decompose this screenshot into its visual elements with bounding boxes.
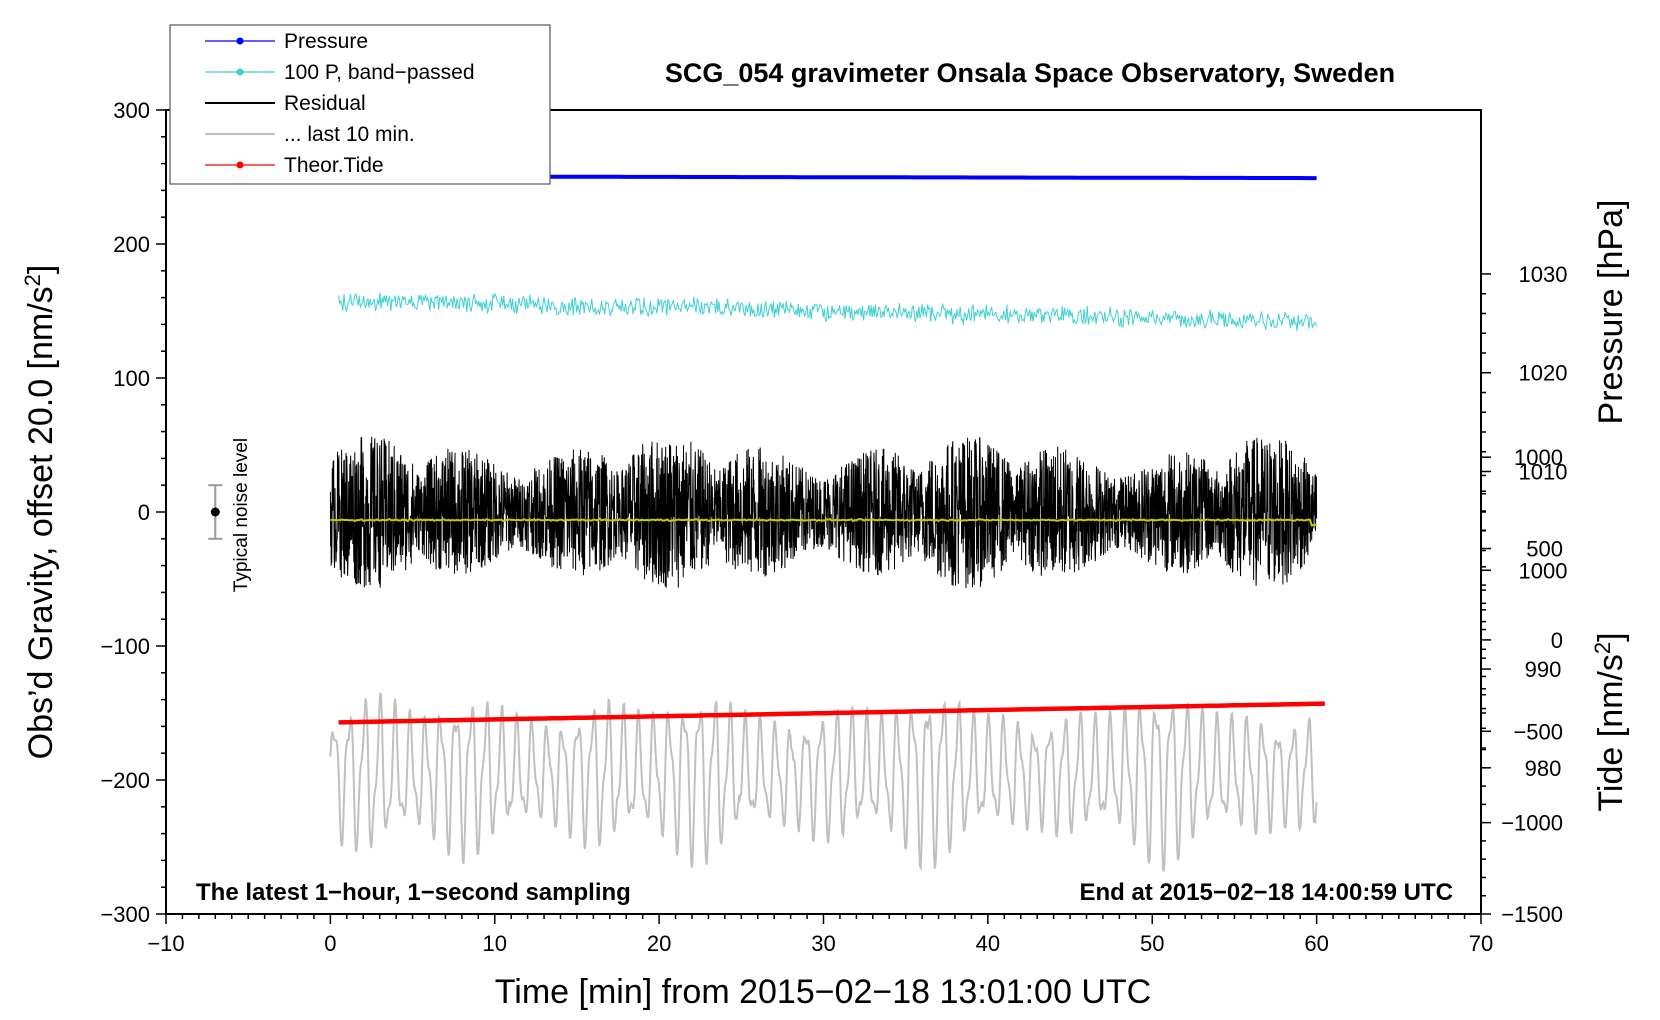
- series-theor-tide: [338, 701, 1325, 725]
- tide-tick-label: 0: [1551, 628, 1563, 653]
- y-tick-label: 100: [113, 366, 150, 391]
- x-tick-label: 10: [483, 931, 507, 956]
- legend-box: [169, 24, 551, 185]
- tide-axis-title-sup: 2: [1590, 642, 1615, 654]
- tide-axis-title-end: ]: [1592, 632, 1630, 641]
- y-axis-title-main: Obs’d Gravity, offset 20.0 [nm/s: [22, 286, 60, 759]
- noise-level-indicator: [208, 484, 223, 540]
- x-tick-label: 50: [1140, 931, 1164, 956]
- y-axis-title: Obs’d Gravity, offset 20.0 [nm/s2]: [20, 265, 60, 760]
- pressure-tick-label: 1000: [1519, 558, 1568, 583]
- legend-label-residual: Residual: [284, 92, 366, 115]
- legend-items: Pressure 100 P, band−passed Residual ...…: [205, 30, 475, 177]
- pressure-tick-label: 1030: [1519, 262, 1568, 287]
- legend-label-last10: ... last 10 min.: [284, 123, 415, 146]
- series-band-passed: [338, 292, 1318, 332]
- tide-axis-title: Tide [nm/s2]: [1590, 632, 1630, 811]
- y-tick-label: −200: [100, 768, 150, 793]
- chart-title: SCG_054 gravimeter Onsala Space Observat…: [665, 58, 1395, 88]
- y-tick-label: −100: [100, 634, 150, 659]
- x-tick-label: −10: [147, 931, 184, 956]
- tick-layer: −10 0 10 20 30 40 50 60 703002001000−100−200−300…: [100, 98, 1567, 956]
- x-tick-label: 0: [324, 931, 336, 956]
- y-axis-title-end: ]: [22, 265, 60, 274]
- y-axis-title-sup: 2: [20, 274, 45, 286]
- pressure-tick-label: 980: [1525, 756, 1562, 781]
- legend-marker-bandpassed: [236, 68, 244, 76]
- y-tick-label: 200: [113, 232, 150, 257]
- tide-tick-label: 1000: [1514, 445, 1563, 470]
- annotation-left: The latest 1−hour, 1−second sampling: [196, 879, 631, 906]
- pressure-tick-label: 990: [1525, 657, 1562, 682]
- pressure-tick-label: 1010: [1519, 460, 1568, 485]
- tide-tick-label: 500: [1526, 537, 1563, 562]
- series-residual-smoothed: [330, 517, 1317, 527]
- tide-axis-title-main: Tide [nm/s: [1592, 654, 1630, 811]
- legend: Pressure 100 P, band−passed Residual ...…: [169, 24, 551, 185]
- legend-marker-tide: [236, 161, 244, 169]
- x-tick-label: 60: [1304, 931, 1328, 956]
- x-axis-title: Time [min] from 2015−02−18 13:01:00 UTC: [495, 973, 1151, 1011]
- series-last-10-min: [329, 692, 1318, 872]
- x-tick-label: 30: [811, 931, 835, 956]
- legend-label-pressure: Pressure: [284, 30, 368, 53]
- noise-level-label: Typical noise level: [231, 438, 252, 592]
- pressure-tick-label: 1020: [1519, 361, 1568, 386]
- y-tick-label: 300: [113, 98, 150, 123]
- tide-tick-label: −1000: [1501, 811, 1563, 836]
- legend-label-bandpassed: 100 P, band−passed: [284, 61, 475, 84]
- x-tick-label: 20: [647, 931, 671, 956]
- series-residual: [329, 436, 1318, 589]
- noise-bar-center: [210, 507, 220, 517]
- y-tick-label: −300: [100, 902, 150, 927]
- annotation-right: End at 2015−02−18 14:00:59 UTC: [1079, 879, 1453, 906]
- x-tick-label: 70: [1469, 931, 1493, 956]
- y-tick-label: 0: [138, 500, 150, 525]
- pressure-axis-title: Pressure [hPa]: [1592, 200, 1630, 425]
- x-tick-label: 40: [976, 931, 1000, 956]
- tide-tick-label: −500: [1513, 719, 1563, 744]
- legend-label-tide: Theor.Tide: [284, 154, 384, 177]
- legend-marker-pressure: [236, 37, 244, 45]
- series-layer: [329, 174, 1325, 872]
- tide-tick-label: −1500: [1501, 902, 1563, 927]
